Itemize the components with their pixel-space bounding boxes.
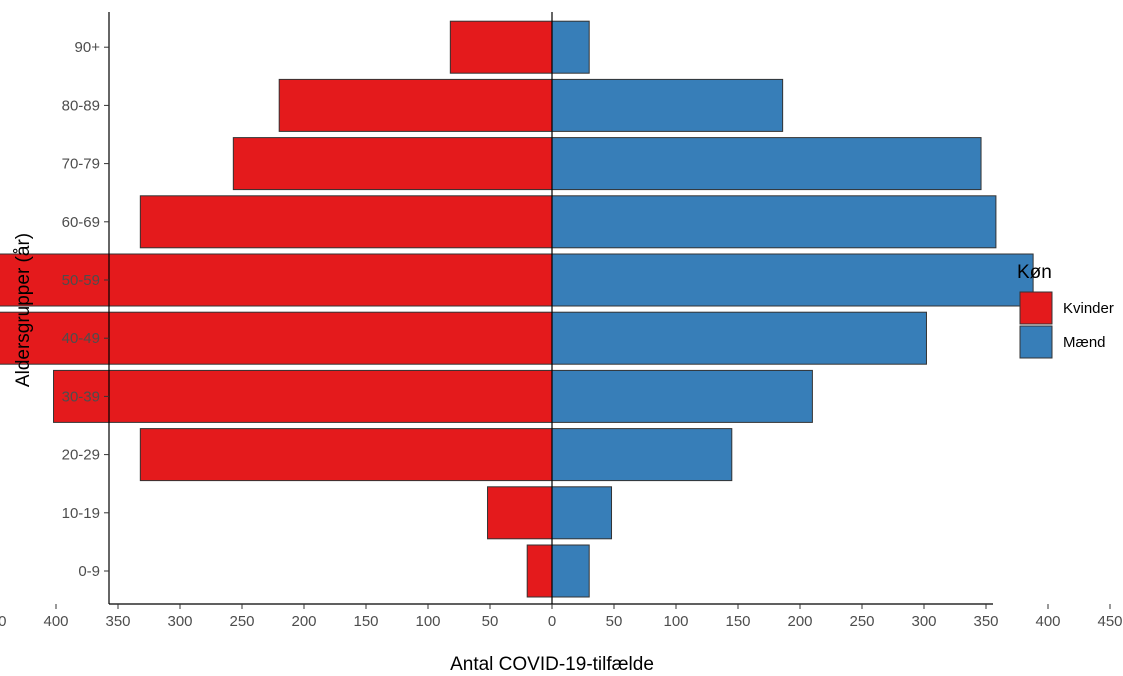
y-tick-label: 90+ <box>75 39 101 56</box>
x-tick-label: 200 <box>291 613 316 630</box>
y-tick-label: 30-39 <box>62 388 100 405</box>
y-tick-label: 0-9 <box>78 563 100 580</box>
x-tick-label: 350 <box>973 613 998 630</box>
x-axis-title: Antal COVID-19-tilfælde <box>450 654 654 675</box>
bar-maend-70-79 <box>551 137 982 191</box>
x-tick-label: 400 <box>1035 613 1060 630</box>
x-tick-label: 250 <box>229 613 254 630</box>
bar-kvinder-20-29 <box>139 428 553 482</box>
bar-kvinder-0-9 <box>526 544 553 598</box>
x-tick-label: 50 <box>482 613 499 630</box>
y-tick-label: 20-29 <box>62 447 100 464</box>
bar-kvinder-90+ <box>449 20 553 74</box>
bar-maend-20-29 <box>551 428 733 482</box>
legend-items: Kvinder Mænd <box>1019 291 1114 359</box>
bar-maend-60-69 <box>551 195 997 249</box>
x-tick-label: 50 <box>606 613 623 630</box>
x-tick-label: 350 <box>105 613 130 630</box>
x-tick-label: 0 <box>548 613 556 630</box>
x-tick-label: 400 <box>43 613 68 630</box>
bar-maend-90+ <box>551 20 590 74</box>
y-tick-label: 60-69 <box>62 214 100 231</box>
y-axis-ticks: 0-9 10-19 20-29 30-39 40-49 50-59 60-69 70-79 80… <box>62 39 109 580</box>
x-tick-label: 150 <box>353 613 378 630</box>
bar-kvinder-50-59 <box>0 253 553 307</box>
bar-maend-0-9 <box>551 544 590 598</box>
bar-kvinder-80-89 <box>278 78 553 132</box>
x-tick-label: 250 <box>849 613 874 630</box>
legend-label-maend: Mænd <box>1063 334 1106 351</box>
x-tick-label: 100 <box>415 613 440 630</box>
bar-maend-50-59 <box>551 253 1034 307</box>
y-tick-label: 80-89 <box>62 97 100 114</box>
y-tick-label: 10-19 <box>62 505 100 522</box>
legend-swatch-maend <box>1019 325 1053 359</box>
x-axis-ticks: 6506005505004504003503002502001501005005… <box>0 604 1123 630</box>
bar-maend-80-89 <box>551 78 784 132</box>
x-tick-label: 450 <box>0 613 7 630</box>
bar-kvinder-70-79 <box>232 137 553 191</box>
x-tick-label: 300 <box>167 613 192 630</box>
bar-maend-10-19 <box>551 486 613 540</box>
bar-kvinder-60-69 <box>139 195 553 249</box>
bars-group <box>0 20 1034 598</box>
x-tick-label: 100 <box>663 613 688 630</box>
legend-title: Køn <box>1017 262 1052 283</box>
bar-kvinder-10-19 <box>487 486 553 540</box>
legend-label-kvinder: Kvinder <box>1063 300 1114 317</box>
x-tick-label: 450 <box>1097 613 1122 630</box>
legend: Køn Kvinder Mænd <box>1017 262 1114 359</box>
bar-kvinder-40-49 <box>0 311 553 365</box>
legend-swatch-kvinder <box>1019 291 1053 325</box>
y-tick-label: 70-79 <box>62 156 100 173</box>
y-tick-label: 40-49 <box>62 330 100 347</box>
bar-maend-30-39 <box>551 369 813 423</box>
x-tick-label: 150 <box>725 613 750 630</box>
x-tick-label: 200 <box>787 613 812 630</box>
y-tick-label: 50-59 <box>62 272 100 289</box>
bar-kvinder-30-39 <box>53 369 553 423</box>
bar-maend-40-49 <box>551 311 927 365</box>
y-axis-title: Aldersgrupper (år) <box>13 233 34 387</box>
x-tick-label: 300 <box>911 613 936 630</box>
